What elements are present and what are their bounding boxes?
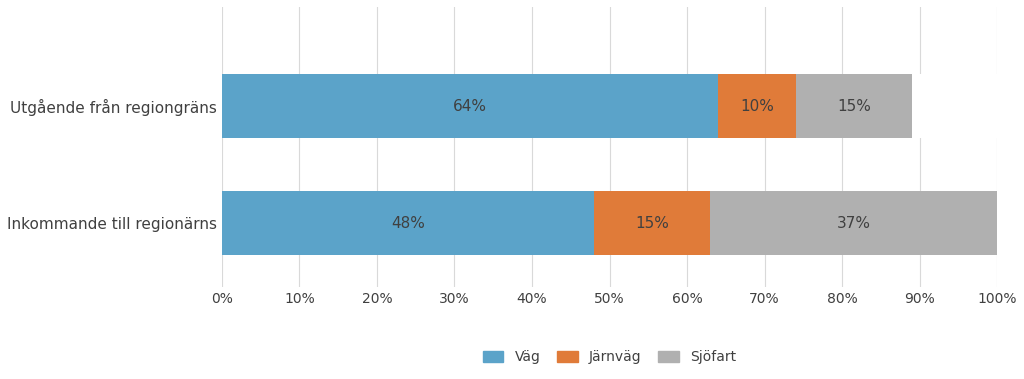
Text: 15%: 15% xyxy=(837,99,870,114)
Text: 48%: 48% xyxy=(391,216,425,231)
Legend: Väg, Järnväg, Sjöfart: Väg, Järnväg, Sjöfart xyxy=(477,345,742,370)
Bar xyxy=(718,74,796,138)
Text: 10%: 10% xyxy=(740,99,774,114)
Bar xyxy=(711,191,997,255)
Text: 15%: 15% xyxy=(635,216,669,231)
Bar xyxy=(912,74,997,138)
Bar xyxy=(222,74,718,138)
Bar xyxy=(222,191,594,255)
Text: 64%: 64% xyxy=(453,99,487,114)
Bar xyxy=(796,74,912,138)
Text: 37%: 37% xyxy=(837,216,870,231)
Bar xyxy=(594,191,711,255)
